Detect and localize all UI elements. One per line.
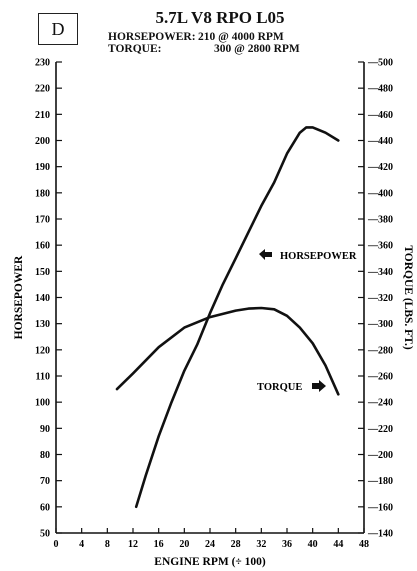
y-left-tick-label: 70 bbox=[40, 476, 50, 487]
y-right-tick-label: —480 bbox=[367, 84, 393, 95]
horsepower-arrow-icon bbox=[259, 249, 272, 260]
y-left-tick-label: 180 bbox=[35, 188, 50, 199]
x-tick-label: 12 bbox=[128, 539, 138, 550]
y-right-tick-label: —300 bbox=[367, 319, 393, 330]
x-tick-label: 32 bbox=[256, 539, 266, 550]
series-line-torque bbox=[115, 306, 340, 396]
horsepower-series-label: HORSEPOWER bbox=[280, 251, 357, 262]
y-left-tick-label: 200 bbox=[35, 136, 50, 147]
x-tick-label: 28 bbox=[231, 539, 241, 550]
panel-label-box: D bbox=[38, 13, 78, 45]
y-left-tick-label: 50 bbox=[40, 529, 50, 540]
x-tick-label: 48 bbox=[359, 539, 369, 550]
y-left-tick-label: 110 bbox=[36, 372, 50, 383]
y-right-tick-label: —160 bbox=[367, 502, 393, 513]
y-left-tick-label: 220 bbox=[35, 84, 50, 95]
y-left-tick-label: 210 bbox=[35, 110, 50, 121]
x-tick-label: 44 bbox=[333, 539, 343, 550]
y-right-axis-title: TORQUE (LBS. FT.) bbox=[402, 245, 414, 350]
y-right-tick-label: —140 bbox=[367, 529, 393, 540]
y-right-tick-label: —380 bbox=[367, 215, 393, 226]
chart-title: 5.7L V8 RPO L05 bbox=[155, 8, 285, 27]
x-tick-label: 8 bbox=[105, 539, 110, 550]
spec-tq-value: 300 @ 2800 RPM bbox=[214, 43, 300, 55]
x-axis-title: ENGINE RPM (÷ 100) bbox=[154, 556, 266, 568]
x-tick-label: 40 bbox=[308, 539, 318, 550]
x-tick-label: 36 bbox=[282, 539, 292, 550]
x-tick-label: 24 bbox=[205, 539, 215, 550]
y-left-tick-label: 80 bbox=[40, 450, 50, 461]
x-tick-label: 16 bbox=[154, 539, 164, 550]
spec-hp-label: HORSEPOWER: bbox=[108, 31, 196, 43]
y-left-tick-label: 60 bbox=[40, 502, 50, 513]
spec-tq-label: TORQUE: bbox=[108, 43, 162, 55]
y-left-tick-label: 150 bbox=[35, 267, 50, 278]
labels-layer: 0 4 8 12 16 20 24 28 32 36 40 44 4850607080901001101… bbox=[13, 58, 414, 569]
y-right-tick-label: —320 bbox=[367, 293, 393, 304]
y-left-tick-label: 190 bbox=[35, 162, 50, 173]
y-left-tick-label: 140 bbox=[35, 293, 50, 304]
y-right-tick-label: —420 bbox=[367, 162, 393, 173]
y-left-tick-label: 100 bbox=[35, 398, 50, 409]
y-right-tick-label: —440 bbox=[367, 136, 393, 147]
y-right-tick-label: —260 bbox=[367, 372, 393, 383]
y-left-tick-label: 230 bbox=[35, 58, 50, 69]
y-left-axis-title: HORSEPOWER bbox=[13, 255, 25, 339]
y-right-tick-label: —200 bbox=[367, 450, 393, 461]
y-left-tick-label: 130 bbox=[35, 319, 50, 330]
y-right-tick-label: —220 bbox=[367, 424, 393, 435]
axes-group bbox=[55, 61, 365, 534]
y-left-tick-label: 90 bbox=[40, 424, 50, 435]
torque-arrow-icon bbox=[312, 380, 326, 392]
x-tick-label: 20 bbox=[179, 539, 189, 550]
y-right-tick-label: —340 bbox=[367, 267, 393, 278]
torque-series-label: TORQUE bbox=[257, 382, 302, 393]
y-right-tick-label: —240 bbox=[367, 398, 393, 409]
y-left-tick-label: 120 bbox=[35, 345, 50, 356]
y-right-tick-label: —180 bbox=[367, 476, 393, 487]
y-left-tick-label: 170 bbox=[35, 215, 50, 226]
y-right-tick-label: —500 bbox=[367, 58, 393, 69]
spec-hp-value: 210 @ 4000 RPM bbox=[198, 31, 284, 43]
y-right-tick-label: —360 bbox=[367, 241, 393, 252]
y-right-tick-label: —400 bbox=[367, 188, 393, 199]
x-tick-label: 0 bbox=[54, 539, 59, 550]
x-tick-label: 4 bbox=[79, 539, 84, 550]
series-line-horsepower bbox=[134, 126, 340, 509]
y-right-tick-label: —460 bbox=[367, 110, 393, 121]
y-left-tick-label: 160 bbox=[35, 241, 50, 252]
y-right-tick-label: —280 bbox=[367, 345, 393, 356]
panel-label: D bbox=[51, 19, 65, 39]
series-layer bbox=[115, 126, 340, 509]
